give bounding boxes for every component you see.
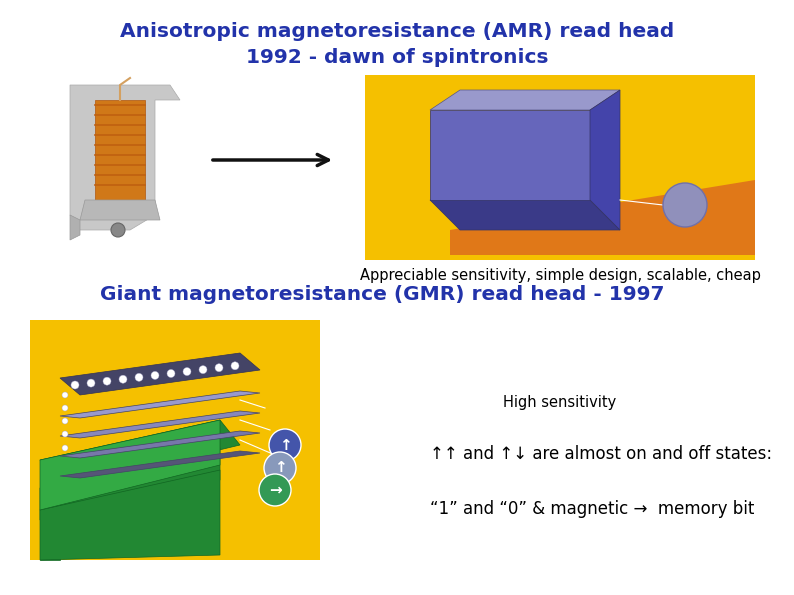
Circle shape: [71, 381, 79, 389]
Polygon shape: [430, 90, 620, 110]
Circle shape: [269, 429, 301, 461]
Polygon shape: [60, 353, 260, 395]
Polygon shape: [40, 488, 60, 540]
Bar: [30, 320, 320, 560]
Text: “1” and “0” & magnetic →  memory bit: “1” and “0” & magnetic → memory bit: [430, 500, 754, 518]
Circle shape: [62, 392, 68, 398]
Circle shape: [183, 368, 191, 375]
Circle shape: [663, 183, 707, 227]
Circle shape: [103, 377, 111, 385]
Circle shape: [119, 375, 127, 383]
Circle shape: [151, 371, 159, 380]
Circle shape: [62, 431, 68, 437]
Polygon shape: [60, 451, 260, 478]
Circle shape: [264, 452, 296, 484]
Polygon shape: [60, 391, 260, 418]
Polygon shape: [430, 200, 620, 230]
Polygon shape: [40, 470, 220, 560]
Circle shape: [231, 362, 239, 370]
Circle shape: [199, 366, 207, 374]
Polygon shape: [590, 90, 620, 230]
Text: ↑: ↑: [279, 437, 291, 453]
Polygon shape: [40, 420, 240, 488]
Polygon shape: [60, 431, 260, 458]
Text: Anisotropic magnetoresistance (AMR) read head: Anisotropic magnetoresistance (AMR) read…: [120, 22, 674, 41]
Circle shape: [62, 405, 68, 411]
Polygon shape: [70, 85, 180, 230]
Text: Appreciable sensitivity, simple design, scalable, cheap: Appreciable sensitivity, simple design, …: [360, 268, 761, 283]
Circle shape: [111, 223, 125, 237]
Bar: [365, 75, 755, 260]
Polygon shape: [450, 180, 755, 255]
Circle shape: [135, 373, 143, 381]
Circle shape: [215, 364, 223, 372]
Bar: [30, 75, 200, 250]
Circle shape: [62, 445, 68, 451]
Text: →: →: [268, 483, 281, 497]
Circle shape: [62, 418, 68, 424]
Text: ↑: ↑: [274, 461, 287, 475]
Circle shape: [167, 369, 175, 377]
Polygon shape: [40, 448, 220, 520]
Polygon shape: [80, 200, 160, 220]
Circle shape: [259, 474, 291, 506]
Polygon shape: [70, 215, 80, 240]
Text: Giant magnetoresistance (GMR) read head - 1997: Giant magnetoresistance (GMR) read head …: [100, 285, 665, 304]
Polygon shape: [95, 100, 145, 200]
Text: High sensitivity: High sensitivity: [503, 395, 617, 410]
Polygon shape: [40, 488, 60, 560]
Text: 1992 - dawn of spintronics: 1992 - dawn of spintronics: [246, 48, 548, 67]
Circle shape: [87, 379, 95, 387]
Polygon shape: [40, 420, 220, 510]
Polygon shape: [430, 110, 590, 200]
Polygon shape: [60, 411, 260, 438]
Text: ↑↑ and ↑↓ are almost on and off states:: ↑↑ and ↑↓ are almost on and off states:: [430, 445, 772, 463]
